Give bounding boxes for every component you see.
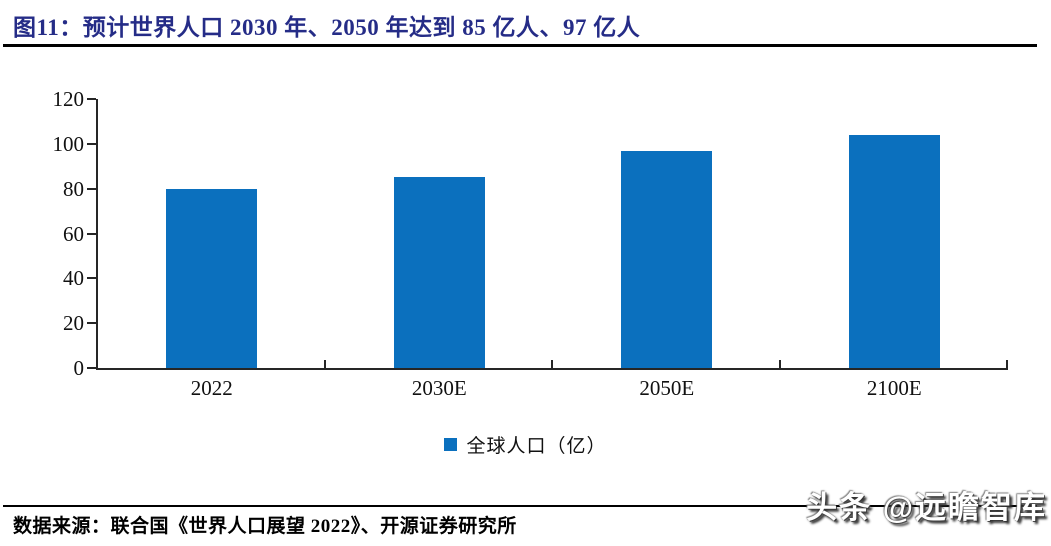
y-tick-mark (87, 277, 96, 280)
x-axis-labels: 2022 2030E 2050E 2100E (98, 376, 1008, 408)
y-tick-mark (87, 322, 96, 325)
source-divider (3, 505, 1037, 507)
x-tick-mark (323, 360, 326, 368)
y-tick-label: 100 (52, 131, 85, 156)
y-tick-label: 20 (63, 311, 84, 336)
x-tick-mark (778, 360, 781, 368)
x-tick-mark (551, 360, 553, 368)
bar-2022 (166, 188, 258, 368)
y-tick-label: 60 (63, 221, 84, 246)
bar-2050E (621, 150, 713, 368)
legend-swatch-icon (444, 437, 458, 451)
x-tick-label: 2050E (639, 376, 695, 400)
watermark: 头条 @远瞻智库 (806, 490, 1047, 525)
bar-2100E (848, 134, 940, 368)
chart-legend: 全球人口（亿） (0, 432, 1051, 457)
data-source-text: 数据来源：联合国《世界人口展望 2022》、开源证券研究所 (13, 516, 517, 537)
y-tick-label: 0 (73, 356, 85, 380)
y-tick-mark (87, 142, 96, 145)
x-tick-label: 2022 (190, 376, 233, 400)
title-divider (3, 44, 1037, 47)
bar-2030E (393, 177, 485, 368)
y-tick-mark (87, 367, 96, 369)
x-tick-mark (1006, 360, 1008, 368)
y-tick-mark (87, 232, 96, 235)
plot-area (87, 98, 1008, 370)
legend-label: 全球人口（亿） (466, 435, 607, 457)
y-axis: 0 20 40 60 80 100 120 (0, 0, 85, 420)
figure-title: 图11：预计世界人口 2030 年、2050 年达到 85 亿人、97 亿人 (13, 15, 641, 40)
y-tick-mark (87, 98, 96, 100)
y-tick-mark (87, 187, 96, 190)
y-tick-label: 40 (63, 266, 84, 291)
y-tick-label: 120 (52, 87, 85, 111)
y-tick-label: 80 (63, 176, 84, 201)
x-tick-label: 2030E (411, 376, 467, 400)
x-tick-label: 2100E (866, 376, 922, 400)
